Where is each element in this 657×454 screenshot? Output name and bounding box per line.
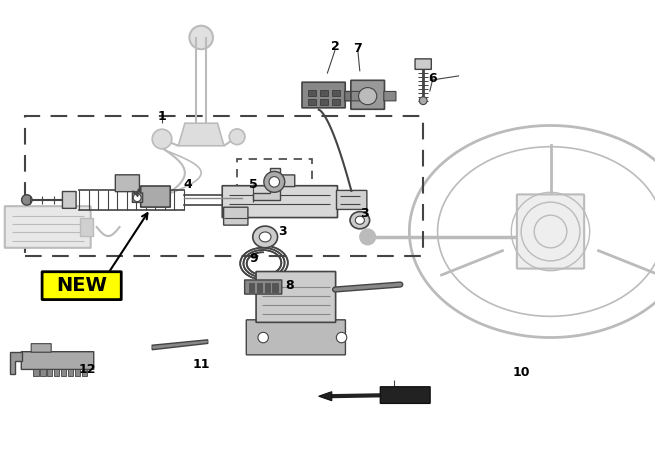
FancyBboxPatch shape (302, 82, 345, 108)
FancyBboxPatch shape (336, 190, 367, 209)
FancyBboxPatch shape (517, 194, 584, 269)
FancyBboxPatch shape (31, 344, 51, 352)
Bar (257, 283, 262, 291)
Text: 12: 12 (78, 363, 96, 375)
Bar (308, 90, 316, 96)
FancyBboxPatch shape (244, 280, 282, 294)
FancyBboxPatch shape (351, 91, 363, 101)
Bar (80, 218, 93, 236)
Circle shape (229, 129, 245, 144)
FancyBboxPatch shape (345, 91, 361, 101)
Ellipse shape (350, 212, 370, 229)
Bar (308, 99, 316, 105)
Bar (249, 283, 254, 291)
Text: 11: 11 (193, 358, 210, 371)
Bar (68, 369, 74, 376)
Text: 3: 3 (360, 207, 369, 220)
Bar (332, 99, 340, 105)
Text: 5: 5 (249, 178, 258, 191)
Text: 1: 1 (158, 110, 166, 123)
Polygon shape (319, 392, 332, 401)
Ellipse shape (359, 88, 377, 105)
FancyBboxPatch shape (256, 271, 336, 322)
Ellipse shape (355, 216, 365, 224)
Circle shape (264, 172, 284, 192)
Bar (273, 283, 277, 291)
Bar (61, 369, 66, 376)
Circle shape (22, 195, 32, 205)
Polygon shape (178, 123, 224, 146)
Bar (82, 369, 87, 376)
Text: 6: 6 (428, 72, 438, 84)
Circle shape (269, 177, 279, 187)
Bar (75, 369, 80, 376)
Polygon shape (254, 168, 279, 200)
Text: 10: 10 (512, 366, 530, 379)
FancyBboxPatch shape (246, 320, 346, 355)
FancyBboxPatch shape (5, 206, 91, 248)
Bar (320, 90, 328, 96)
Polygon shape (152, 340, 208, 350)
FancyBboxPatch shape (62, 192, 76, 208)
FancyBboxPatch shape (351, 80, 384, 109)
FancyBboxPatch shape (384, 91, 396, 101)
FancyBboxPatch shape (380, 387, 430, 403)
FancyBboxPatch shape (223, 207, 248, 225)
FancyBboxPatch shape (222, 186, 338, 217)
Circle shape (419, 97, 427, 104)
Ellipse shape (260, 232, 271, 242)
Polygon shape (10, 352, 22, 374)
Bar (47, 369, 53, 376)
Circle shape (152, 129, 171, 149)
FancyBboxPatch shape (21, 352, 94, 370)
Text: 2: 2 (330, 40, 340, 53)
Bar (34, 369, 39, 376)
Bar (40, 369, 45, 376)
FancyBboxPatch shape (141, 186, 170, 207)
FancyBboxPatch shape (275, 175, 295, 187)
Text: 4: 4 (184, 178, 193, 191)
Circle shape (189, 26, 213, 49)
Circle shape (133, 194, 141, 202)
Bar (320, 99, 328, 105)
Circle shape (336, 332, 347, 343)
Bar (54, 369, 59, 376)
Text: 9: 9 (249, 252, 258, 265)
Text: 8: 8 (285, 279, 294, 292)
Text: NEW: NEW (56, 276, 107, 295)
Bar (25, 116, 423, 257)
FancyBboxPatch shape (42, 272, 122, 300)
Text: 7: 7 (353, 42, 362, 55)
FancyBboxPatch shape (415, 59, 431, 69)
Circle shape (360, 229, 376, 245)
Bar (332, 90, 340, 96)
Ellipse shape (253, 226, 277, 248)
Bar (237, 159, 312, 209)
Circle shape (258, 332, 269, 343)
Bar (265, 283, 270, 291)
FancyBboxPatch shape (133, 193, 143, 202)
FancyBboxPatch shape (116, 175, 139, 192)
Text: 3: 3 (279, 225, 287, 238)
